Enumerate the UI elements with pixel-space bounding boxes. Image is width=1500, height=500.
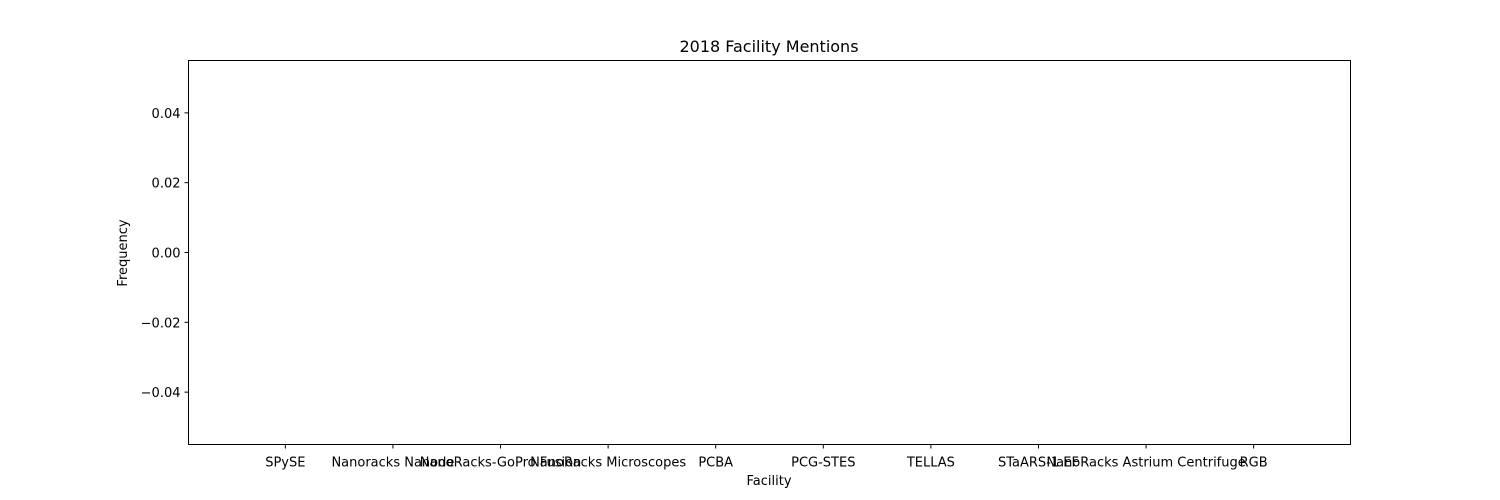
y-axis-label: Frequency xyxy=(116,219,131,286)
plot-area-frame xyxy=(188,60,1351,445)
x-tick-label: Nanoracks Nanode xyxy=(331,456,454,471)
x-tick-label: PCBA xyxy=(698,456,733,471)
y-tick-label: 0.02 xyxy=(152,177,181,192)
y-axis-ticks: 0.04 0.02 0.00 −0.02 −0.04 xyxy=(141,107,189,401)
y-tick-label: −0.02 xyxy=(141,316,181,331)
chart-title: 2018 Facility Mentions xyxy=(679,37,858,56)
x-tick-label: TELLAS xyxy=(906,456,955,471)
x-tick-label: RGB xyxy=(1240,456,1268,471)
x-tick-label: NanoRacks Microscopes xyxy=(530,456,686,471)
x-tick-label: NanoRacks-GoPro Fusion xyxy=(420,456,582,471)
x-tick-label: SPySE xyxy=(265,456,305,471)
y-tick-label: 0.00 xyxy=(152,247,181,262)
x-tick-label: STaARS-1 EF xyxy=(998,456,1079,471)
y-tick-label: −0.04 xyxy=(141,386,181,401)
x-tick-label: PCG-STES xyxy=(791,456,855,471)
x-tick-label: NanoRacks Astrium Centrifuge xyxy=(1046,456,1245,471)
x-axis-label: Facility xyxy=(746,474,791,489)
y-tick-label: 0.04 xyxy=(152,107,181,122)
